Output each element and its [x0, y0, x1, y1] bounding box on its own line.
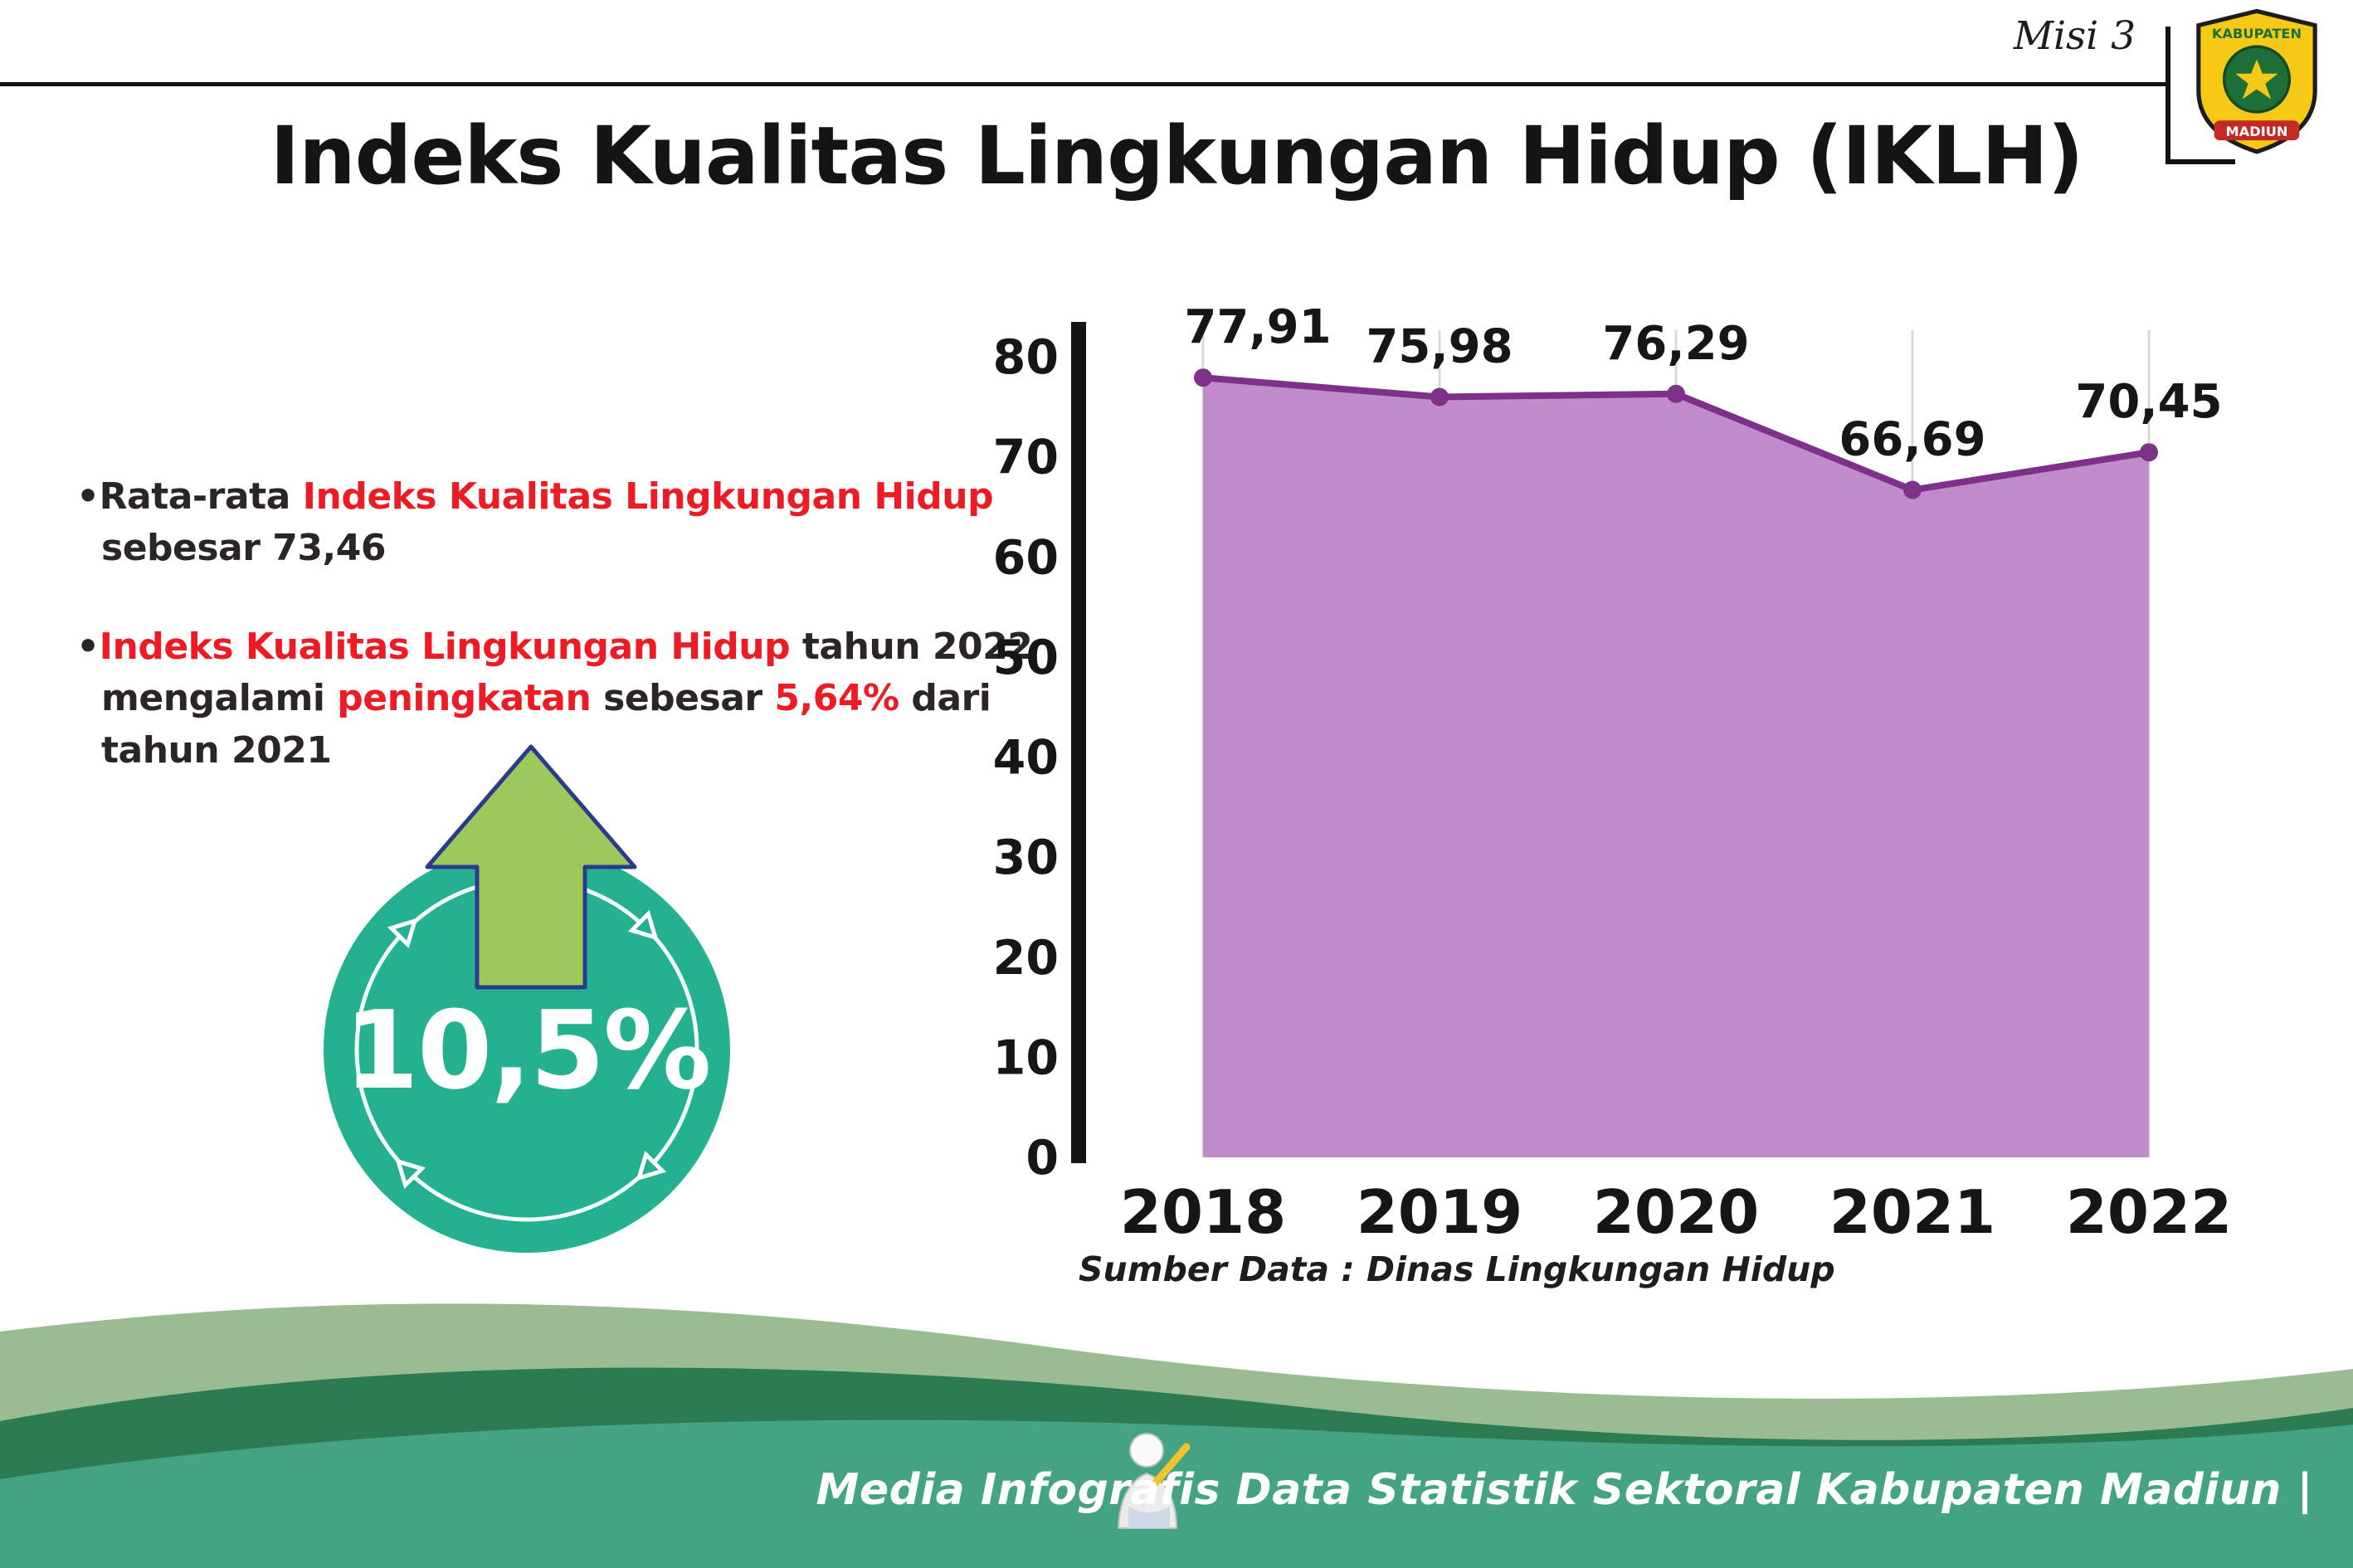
y-tick-label: 40	[993, 731, 1059, 786]
mascot-icon	[1117, 1433, 1191, 1529]
footer-text: Media Infografis Data Statistik Sektoral…	[816, 1465, 2313, 1515]
footer-wave-teal	[0, 1419, 2353, 1568]
data-point	[1194, 368, 1212, 387]
increase-badge: 10,5%	[274, 713, 805, 1278]
iklh-chart-svg: 77,91 75,98 76,29 66,69 70,45 0 10 20 30 40 50 60 70…	[993, 300, 2233, 1247]
y-tick-label: 80	[993, 330, 1059, 385]
bullet-segment: Rata-rata	[99, 475, 303, 518]
bullet-marker: •	[76, 475, 100, 518]
bullet-segment: sebesar	[591, 677, 775, 720]
badge-tick-icon	[387, 918, 418, 949]
header-rule	[0, 82, 2167, 86]
bullet-segment: peningkatan	[337, 677, 592, 720]
x-tick-label: 2021	[1829, 1177, 1995, 1247]
badge-tick-icon	[627, 909, 659, 941]
badge-value: 10,5%	[343, 987, 711, 1113]
bullet-list: •Rata-rata Indeks Kualitas Lingkungan Hi…	[76, 471, 1064, 823]
data-point	[2140, 443, 2158, 462]
badge-tick-icon	[636, 1150, 667, 1181]
logo-frame-vertical	[2165, 27, 2170, 164]
bullet-marker: •	[76, 625, 100, 668]
data-label: 76,29	[1602, 317, 1749, 371]
y-axis	[1071, 322, 1086, 1163]
data-label: 70,45	[2075, 375, 2222, 429]
bullet-segment: Indeks Kualitas Lingkungan Hidup	[99, 625, 791, 668]
logo-star-icon	[2235, 59, 2278, 100]
x-tick-label: 2022	[2066, 1177, 2232, 1247]
y-tick-label: 60	[993, 530, 1059, 585]
data-point	[1430, 387, 1449, 407]
x-tick-label: 2019	[1357, 1177, 1522, 1247]
bullet-segment: Indeks Kualitas Lingkungan Hidup	[302, 475, 994, 518]
badge-tick-icon	[395, 1158, 426, 1190]
badge-circle	[324, 846, 730, 1253]
up-arrow-icon	[425, 744, 637, 990]
y-tick-label: 30	[993, 830, 1059, 885]
kabupaten-madiun-logo-icon: KABUPATEN MADIUN	[2196, 8, 2317, 154]
data-label: 77,91	[1184, 300, 1331, 354]
data-point	[1667, 384, 1685, 403]
badge-graphic	[324, 744, 730, 1253]
logo-top-text: KABUPATEN	[2212, 26, 2302, 41]
y-tick-label: 70	[993, 431, 1059, 485]
bullet-item: •Indeks Kualitas Lingkungan Hidup tahun …	[76, 621, 1064, 777]
footer-waves	[0, 1303, 2353, 1568]
bullet-segment: tahun 2022 mengalami	[101, 625, 1033, 720]
page-title: Indeks Kualitas Lingkungan Hidup (IKLH)	[270, 110, 2084, 202]
logo-banner	[2214, 120, 2300, 141]
source-note: Sumber Data : Dinas Lingkungan Hidup	[1079, 1249, 1835, 1289]
bullet-segment: 5,64%	[774, 677, 899, 720]
y-tick-label: 50	[993, 631, 1059, 685]
data-label: 66,69	[1839, 413, 1985, 467]
bullet-item: •Rata-rata Indeks Kualitas Lingkungan Hi…	[76, 471, 1064, 575]
logo-bottom-text: MADIUN	[2225, 124, 2287, 139]
logo-frame-horizontal	[2165, 159, 2235, 164]
area-series	[1203, 377, 2149, 1157]
data-label: 75,98	[1366, 319, 1513, 373]
misi-label: Misi 3	[2013, 13, 2136, 59]
x-tick-label: 2020	[1593, 1177, 1759, 1247]
y-tick-label: 10	[993, 1030, 1059, 1085]
data-point	[1903, 480, 1922, 499]
bullet-segment: dari tahun 2021	[101, 677, 991, 772]
y-tick-label: 20	[993, 931, 1059, 986]
y-tick-label: 0	[1025, 1131, 1059, 1186]
iklh-chart: 77,91 75,98 76,29 66,69 70,45 0 10 20 30 40 50 60 70…	[954, 282, 2265, 1261]
bullet-segment: sebesar 73,46	[101, 527, 386, 570]
x-tick-label: 2018	[1120, 1177, 1286, 1247]
